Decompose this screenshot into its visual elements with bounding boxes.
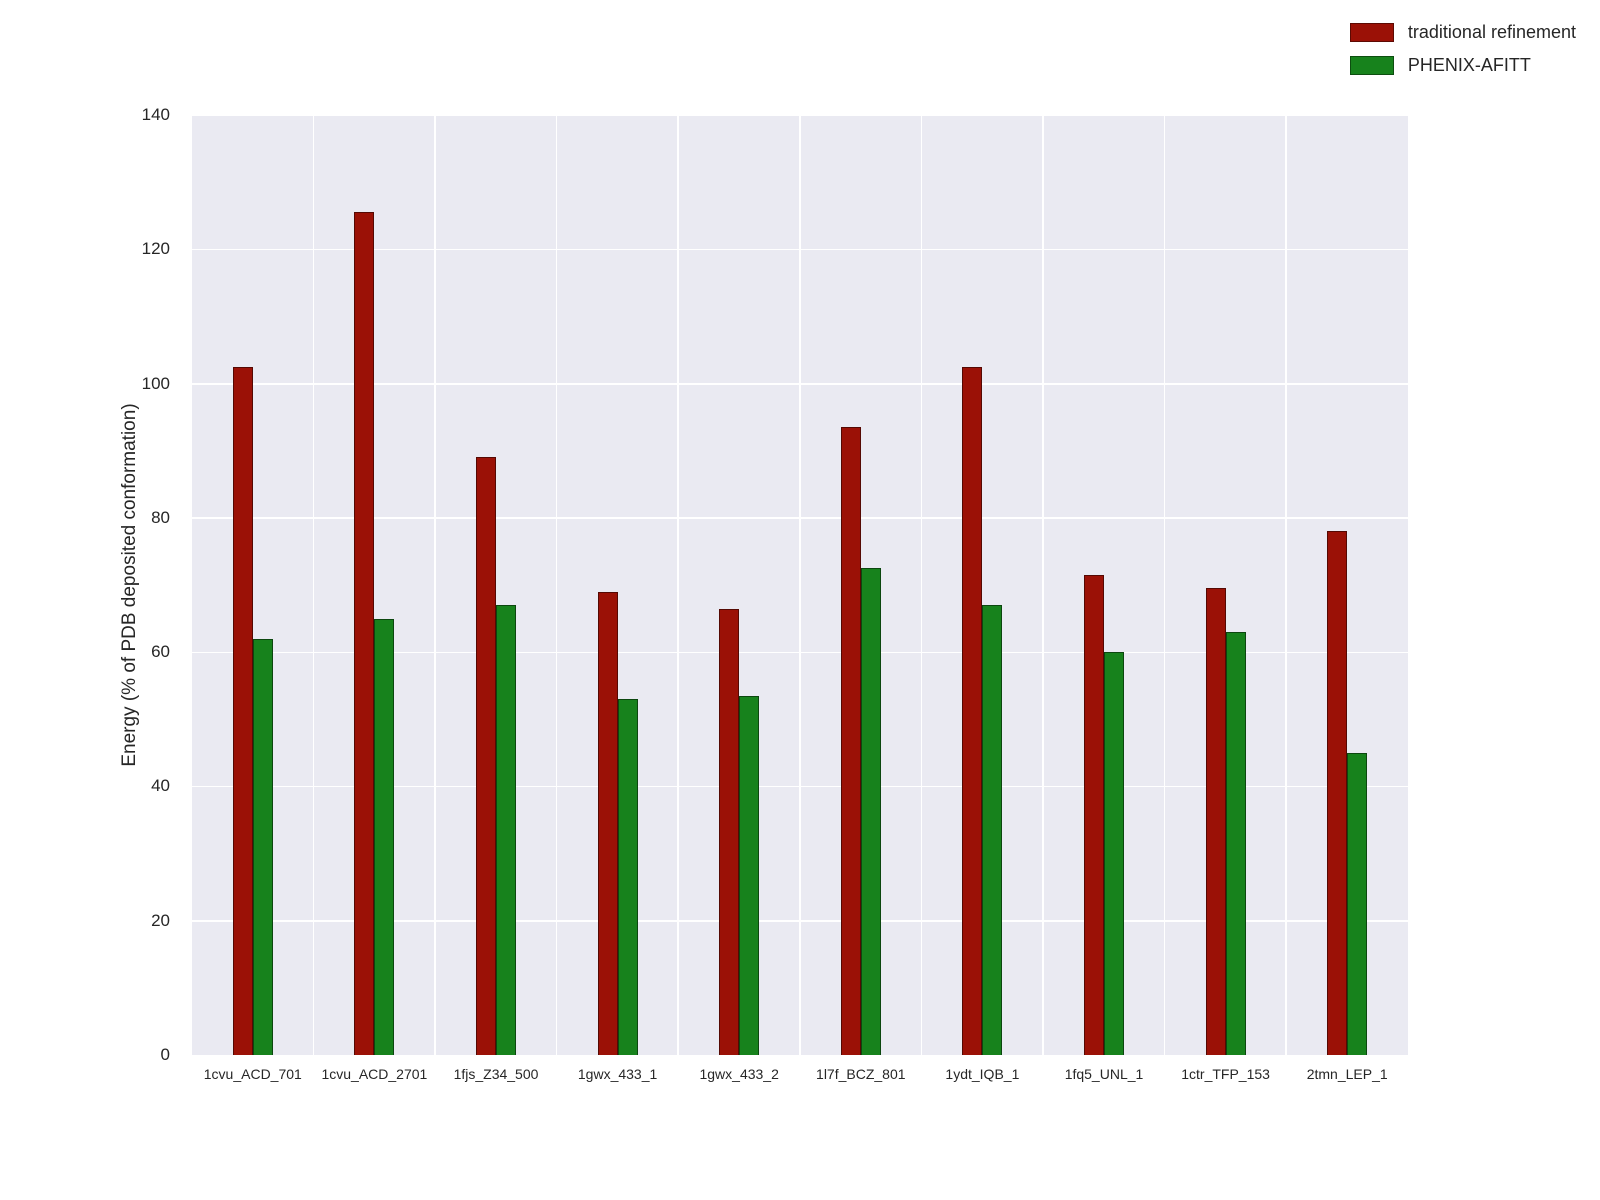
gridline-vertical: [1163, 115, 1166, 1055]
bar-traditional-refinement: [840, 427, 861, 1055]
legend: traditional refinement PHENIX-AFITT: [1340, 16, 1586, 82]
gridline-vertical: [1285, 115, 1287, 1055]
legend-label-phenix-afitt: PHENIX-AFITT: [1407, 55, 1531, 75]
y-tick-label: 0: [160, 1045, 170, 1064]
y-tick-label: 40: [151, 776, 170, 796]
x-tick-label: 1ydt_IQB_1: [945, 1066, 1020, 1082]
x-tick-label: 1cvu_ACD_2701: [321, 1066, 428, 1082]
y-tick-label: 140: [141, 105, 170, 124]
bar-phenix-afitt: [1104, 652, 1124, 1055]
bar-phenix-afitt: [860, 568, 881, 1055]
bar-traditional-refinement: [719, 608, 740, 1055]
bar-phenix-afitt: [617, 699, 638, 1055]
bar-traditional-refinement: [354, 212, 375, 1055]
y-tick-label: 120: [141, 239, 170, 259]
x-tick-label: 1gwx_433_2: [699, 1066, 779, 1082]
bar-phenix-afitt: [1347, 752, 1368, 1055]
x-axis-ticks: 1cvu_ACD_701 1cvu_ACD_2701 1fjs_Z34_500 1gw…: [192, 1066, 1408, 1096]
bar-traditional-refinement: [1084, 574, 1104, 1055]
gridline-vertical: [434, 115, 436, 1055]
gridline-vertical: [1042, 115, 1044, 1055]
bar-traditional-refinement: [476, 457, 496, 1055]
legend-swatch-phenix-afitt: [1349, 56, 1394, 75]
x-tick-label: 2tmn_LEP_1: [1306, 1066, 1388, 1082]
gridline-vertical: [799, 115, 801, 1055]
gridline-vertical: [677, 115, 679, 1055]
x-tick-label: 1fjs_Z34_500: [453, 1066, 539, 1082]
y-tick-label: 100: [141, 373, 170, 393]
y-tick-label: 20: [151, 910, 170, 930]
y-tick-label: 80: [151, 507, 170, 527]
legend-item-traditional-refinement: traditional refinement: [1349, 22, 1576, 43]
x-tick-label: 1fq5_UNL_1: [1064, 1066, 1144, 1082]
bar-traditional-refinement: [597, 591, 618, 1055]
bar-phenix-afitt: [739, 695, 760, 1055]
x-tick-label: 1gwx_433_1: [577, 1066, 658, 1082]
bar-traditional-refinement: [1327, 531, 1348, 1055]
legend-swatch-traditional-refinement: [1349, 23, 1394, 42]
y-tick-label: 60: [151, 642, 170, 662]
bar-phenix-afitt: [374, 618, 395, 1055]
x-tick-label: 1l7f_BCZ_801: [816, 1066, 906, 1082]
bar-phenix-afitt: [1225, 632, 1246, 1055]
plot-area: [192, 114, 1408, 1055]
bar-phenix-afitt: [252, 638, 273, 1055]
bar-phenix-afitt: [982, 605, 1003, 1055]
bar-traditional-refinement: [1205, 588, 1226, 1055]
x-tick-label: 1cvu_ACD_701: [203, 1066, 302, 1082]
bar-phenix-afitt: [496, 605, 516, 1055]
x-tick-label: 1ctr_TFP_153: [1181, 1066, 1270, 1082]
gridline-vertical: [555, 115, 558, 1055]
legend-item-phenix-afitt: PHENIX-AFITT: [1349, 55, 1576, 76]
gridline-vertical: [312, 115, 315, 1055]
gridline-vertical: [920, 115, 923, 1055]
bar-traditional-refinement: [962, 366, 983, 1055]
legend-label-traditional-refinement: traditional refinement: [1407, 22, 1576, 42]
y-axis-ticks: 0 20 40 60 80 100 120 140: [60, 105, 180, 1064]
bar-traditional-refinement: [232, 366, 253, 1055]
